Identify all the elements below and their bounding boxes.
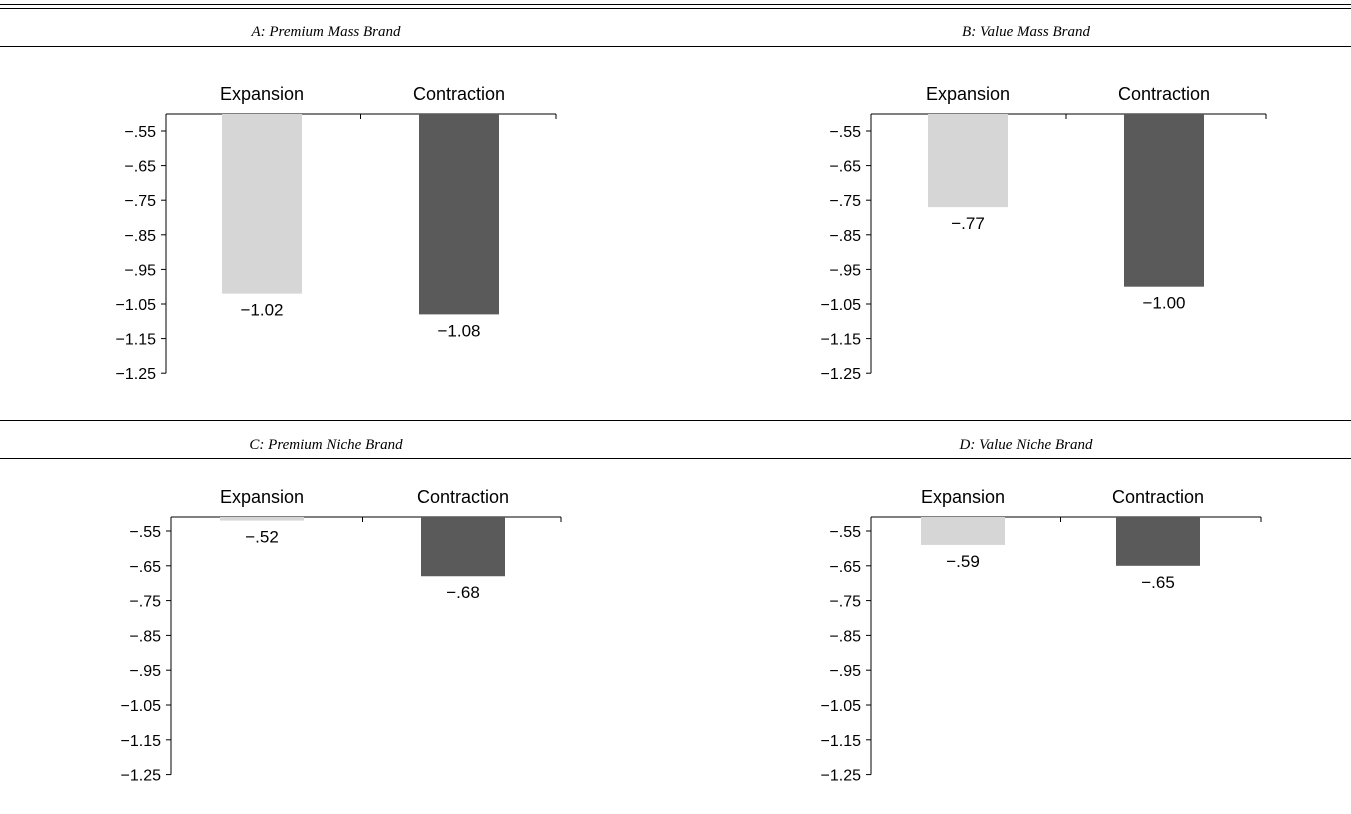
- y-tick-label: −.65: [829, 159, 861, 176]
- chart-panel-c: −.55 −.65 −.75 −.85 −.95 −1.05 −1.15 −1.25 −.52 E…: [121, 487, 562, 785]
- bar-expansion: [220, 517, 304, 521]
- top-rule-2: [0, 8, 1351, 9]
- y-tick-label: −.75: [129, 594, 161, 611]
- y-tick-label: −.55: [829, 124, 861, 141]
- panel-b-title: B: Value Mass Brand: [962, 24, 1090, 40]
- header-rule-bottom: [0, 458, 1351, 459]
- y-tick-label: −1.25: [121, 768, 162, 785]
- data-label: −.77: [951, 214, 985, 233]
- data-label: −1.00: [1142, 294, 1185, 313]
- y-tick-label: −.75: [829, 193, 861, 210]
- chart-panel-d: −.55 −.65 −.75 −.85 −.95 −1.05 −1.15 −1.25 −.59 E…: [821, 487, 1262, 785]
- y-tick-label: −.65: [829, 559, 861, 576]
- y-tick-label: −1.05: [821, 297, 862, 314]
- data-label: −.59: [946, 552, 980, 571]
- y-tick-label: −.55: [129, 524, 161, 541]
- y-tick-label: −.85: [124, 228, 156, 245]
- bar-contraction: [421, 517, 505, 577]
- data-label: −.68: [446, 583, 480, 602]
- bar-contraction: [1124, 114, 1204, 287]
- y-tick-label: −.85: [829, 228, 861, 245]
- y-tick-label: −1.05: [121, 698, 162, 715]
- y-tick-label: −1.15: [121, 733, 162, 750]
- bar-contraction: [1116, 517, 1200, 566]
- category-label: Contraction: [417, 487, 509, 507]
- panel-d-title: D: Value Niche Brand: [959, 437, 1093, 453]
- category-label: Expansion: [926, 84, 1010, 104]
- chart-panel-b: −.55 −.65 −.75 −.85 −.95 −1.05 −1.15 −1.25 −.77 E…: [821, 84, 1267, 383]
- y-tick-label: −1.05: [116, 297, 157, 314]
- y-tick-label: −.85: [129, 628, 161, 645]
- data-label: −1.08: [437, 321, 480, 340]
- y-tick-label: −.85: [829, 628, 861, 645]
- y-tick-label: −.75: [124, 193, 156, 210]
- section-rule: [0, 420, 1351, 421]
- y-tick-label: −1.15: [821, 733, 862, 750]
- y-tick-label: −1.05: [821, 698, 862, 715]
- y-tick-label: −.75: [829, 594, 861, 611]
- panel-c-title: C: Premium Niche Brand: [249, 437, 403, 453]
- y-tick-label: −.95: [129, 663, 161, 680]
- y-tick-label: −.65: [129, 559, 161, 576]
- bar-expansion: [928, 114, 1008, 208]
- data-label: −.52: [245, 528, 279, 547]
- y-tick-label: −1.25: [821, 366, 862, 383]
- category-label: Expansion: [220, 84, 304, 104]
- y-tick-label: −.55: [829, 524, 861, 541]
- header-rule-top: [0, 46, 1351, 47]
- y-tick-label: −.95: [829, 663, 861, 680]
- y-tick-label: −1.15: [821, 332, 862, 349]
- category-label: Expansion: [921, 487, 1005, 507]
- panel-a-title: A: Premium Mass Brand: [251, 24, 401, 40]
- category-label: Contraction: [1118, 84, 1210, 104]
- y-tick-label: −1.25: [116, 366, 157, 383]
- y-tick-label: −.55: [124, 124, 156, 141]
- y-tick-label: −1.15: [116, 332, 157, 349]
- y-tick-label: −1.25: [821, 768, 862, 785]
- chart-panel-a: −.55 −.65 −.75 −.85 −.95 −1.05 −1.15 −1.25 −1.02…: [116, 84, 557, 383]
- y-tick-label: −.95: [829, 262, 861, 279]
- category-label: Contraction: [1112, 487, 1204, 507]
- top-rule-1: [0, 4, 1351, 5]
- bar-expansion: [222, 114, 302, 294]
- y-tick-label: −.95: [124, 262, 156, 279]
- bar-contraction: [419, 114, 499, 315]
- data-label: −.65: [1141, 573, 1175, 592]
- data-label: −1.02: [240, 301, 283, 320]
- category-label: Contraction: [413, 84, 505, 104]
- bar-expansion: [921, 517, 1005, 545]
- category-label: Expansion: [220, 487, 304, 507]
- y-tick-label: −.65: [124, 159, 156, 176]
